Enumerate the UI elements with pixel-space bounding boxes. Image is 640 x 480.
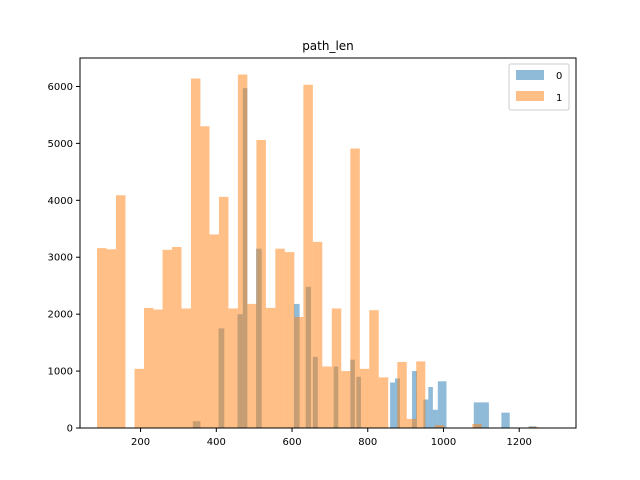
y-tick-label: 5000 — [48, 139, 73, 150]
histogram-bar-series-1 — [97, 248, 107, 428]
histogram-bar-series-1 — [162, 249, 173, 428]
histogram-bar-series-1 — [256, 139, 266, 428]
histogram-bar-series-1 — [303, 84, 313, 428]
x-tick-label: 400 — [207, 437, 226, 448]
histogram-bar-series-1 — [237, 74, 248, 428]
histogram-bar-series-0 — [423, 399, 429, 428]
x-tick-label: 800 — [358, 437, 377, 448]
histogram-bar-series-1 — [190, 78, 201, 429]
histogram-bar-series-1 — [115, 195, 126, 428]
histogram-bar-series-1 — [434, 425, 445, 428]
chart-title: path_len — [302, 39, 354, 53]
histogram-bar-series-1 — [341, 371, 351, 428]
histogram-bar-series-1 — [134, 368, 144, 428]
histogram-bar-series-1 — [172, 246, 182, 428]
x-tick-label: 1000 — [431, 437, 456, 448]
y-tick-label: 6000 — [48, 82, 73, 93]
histogram-bar-series-1 — [294, 317, 304, 428]
series-1-bars — [97, 74, 539, 429]
x-tick-label: 1200 — [506, 437, 531, 448]
histogram-bar-series-0 — [501, 412, 510, 428]
plot-frame — [79, 57, 577, 429]
legend-label-series-0: 0 — [556, 71, 562, 82]
histogram-bar-series-0 — [390, 382, 396, 428]
histogram-bar-series-1 — [397, 361, 407, 428]
histogram-bar-series-1 — [472, 424, 482, 428]
x-axis-ticks: 200 400 600 800 1000 1200 — [131, 428, 532, 448]
y-tick-label: 2000 — [48, 310, 73, 321]
histogram-bar-series-1 — [209, 234, 219, 428]
legend-swatch-series-1 — [516, 91, 544, 101]
histogram-bar-series-1 — [369, 310, 379, 428]
histogram-bar-series-1 — [331, 308, 342, 428]
histogram-bar-series-1 — [275, 248, 285, 428]
histogram-bar-series-0 — [437, 381, 447, 428]
histogram-bar-series-1 — [406, 418, 417, 428]
histogram-bar-series-1 — [181, 308, 191, 428]
histogram-bar-series-1 — [359, 368, 370, 428]
histogram-bar-series-1 — [106, 249, 116, 428]
histogram-bar-series-1 — [228, 308, 238, 428]
histogram-bar-series-1 — [153, 309, 163, 428]
histogram-bar-series-1 — [218, 196, 229, 428]
histogram-bar-series-1 — [322, 366, 332, 428]
x-tick-label: 200 — [131, 437, 150, 448]
legend: 0 1 — [508, 63, 570, 111]
histogram-bar-series-1 — [350, 148, 360, 428]
histogram-bar-series-0 — [432, 409, 438, 428]
histogram-bar-series-1 — [284, 252, 295, 428]
histogram-bar-series-1 — [265, 307, 276, 428]
y-tick-label: 0 — [67, 424, 73, 435]
histogram-bar-series-0 — [412, 371, 417, 428]
y-tick-label: 4000 — [48, 196, 73, 207]
y-tick-label: 1000 — [48, 367, 73, 378]
histogram-bar-series-0 — [473, 402, 489, 428]
legend-swatch-series-0 — [516, 70, 544, 80]
histogram-bar-series-1 — [416, 361, 426, 428]
histogram-bar-series-1 — [247, 303, 257, 428]
histogram-bar-series-1 — [200, 126, 210, 428]
histogram-bar-series-1 — [312, 241, 323, 428]
legend-label-series-1: 1 — [556, 93, 562, 104]
histogram-bar-series-0 — [428, 387, 433, 428]
x-tick-label: 600 — [282, 437, 301, 448]
histogram-bar-series-1 — [528, 426, 539, 428]
histogram-bar-series-1 — [378, 377, 389, 428]
y-axis-ticks: 0 1000 2000 3000 4000 5000 6000 — [48, 82, 80, 435]
histogram-bar-series-1 — [143, 307, 154, 428]
y-tick-label: 3000 — [48, 253, 73, 264]
